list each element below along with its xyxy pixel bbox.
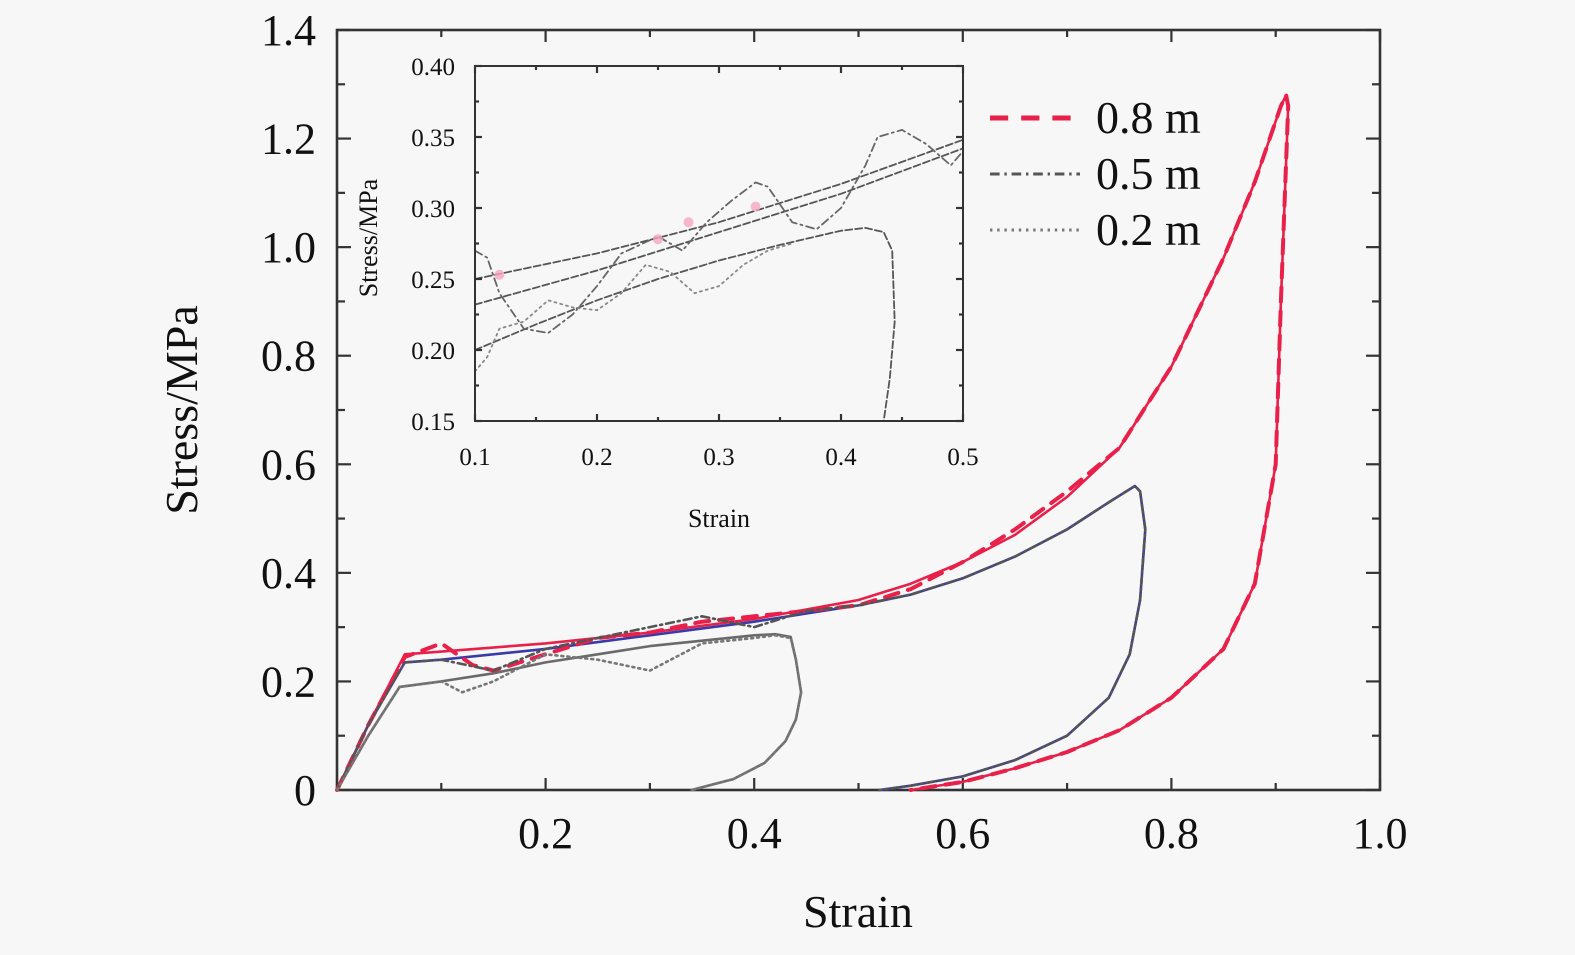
main-x-axis-title: Strain	[803, 886, 913, 937]
inset-highlight-mark	[494, 269, 505, 280]
main-series-0-8-m-experiment	[335, 93, 1291, 792]
main-series-0-2-m-fit	[335, 632, 803, 792]
inset-plot: 0.1 0.2 0.3 0.4 0.5 0.15 0.20 0.25 0.30 0.35 0.40…	[354, 54, 979, 533]
main-y-tick-label: 1.0	[261, 223, 316, 272]
inset-curves	[475, 128, 963, 421]
main-series-0-5-m-experiment	[335, 484, 1147, 792]
main-x-tick-label: 0.8	[1144, 809, 1199, 858]
main-y-axis-title: Stress/MPa	[156, 305, 207, 515]
main-x-tick-label: 0.4	[727, 809, 782, 858]
inset-x-tick-label: 0.2	[581, 444, 612, 471]
main-y-tick-label: 0.2	[261, 657, 316, 706]
main-series-0-2-m-experiment	[335, 633, 803, 792]
inset-series-0-2-m-experiment	[475, 242, 794, 373]
main-curves	[335, 93, 1291, 792]
inset-y-axis-title: Stress/MPa	[354, 178, 383, 297]
legend: 0.8 m0.5 m0.2 m	[990, 92, 1201, 255]
main-y-tick-label: 0.4	[261, 549, 316, 598]
inset-series-0-8-m-fit	[475, 138, 963, 280]
inset-series-0-5-m-fit	[475, 147, 963, 306]
inset-x-tick-label: 0.5	[947, 444, 978, 471]
inset-highlight-mark	[750, 201, 761, 212]
inset-x-tick-label: 0.4	[825, 444, 857, 471]
inset-y-tick-label: 0.20	[411, 338, 455, 365]
inset-y-tick-label: 0.40	[411, 54, 455, 81]
inset-y-tick-label: 0.25	[411, 267, 455, 294]
inset-background	[475, 66, 963, 421]
inset-highlight-mark	[683, 217, 694, 228]
legend-label: 0.8 m	[1096, 92, 1201, 143]
main-plot: 0.2 0.4 0.6 0.8 1.0 0 0.2 0.4 0.6 0.8 1.0 1.2 1.4 S…	[156, 6, 1408, 937]
main-x-tick-label: 0.6	[935, 809, 990, 858]
inset-y-tick-label: 0.15	[411, 409, 455, 436]
main-y-tick-labels: 0 0.2 0.4 0.6 0.8 1.0 1.2 1.4	[261, 6, 316, 815]
main-y-tick-label: 0.8	[261, 332, 316, 381]
main-y-tick-label: 0	[294, 766, 316, 815]
inset-x-tick-labels: 0.1 0.2 0.3 0.4 0.5	[459, 444, 978, 471]
inset-x-axis-title: Strain	[688, 504, 750, 533]
legend-item: 0.8 m	[990, 92, 1201, 143]
inset-y-tick-label: 0.35	[411, 125, 455, 152]
legend-label: 0.5 m	[1096, 148, 1201, 199]
inset-y-tick-label: 0.30	[411, 196, 455, 223]
inset-y-tick-labels: 0.15 0.20 0.25 0.30 0.35 0.40	[411, 54, 455, 436]
inset-series-0-5-m-experiment	[475, 128, 963, 334]
inset-axis-ticks	[473, 64, 965, 423]
main-x-tick-label: 1.0	[1353, 809, 1408, 858]
main-y-tick-label: 0.6	[261, 440, 316, 489]
inset-series-0-2-m-fit	[475, 226, 896, 421]
main-x-tick-labels: 0.2 0.4 0.6 0.8 1.0	[518, 809, 1407, 858]
inset-x-tick-label: 0.3	[703, 444, 734, 471]
main-y-tick-label: 1.4	[261, 6, 316, 55]
main-y-tick-label: 1.2	[261, 115, 316, 164]
main-axis-ticks	[335, 28, 1382, 792]
inset-highlight-mark	[653, 234, 663, 245]
legend-item: 0.5 m	[990, 148, 1201, 199]
legend-label: 0.2 m	[1096, 204, 1201, 255]
inset-x-tick-label: 0.1	[459, 444, 490, 471]
main-x-tick-label: 0.2	[518, 809, 573, 858]
legend-item: 0.2 m	[990, 204, 1201, 255]
